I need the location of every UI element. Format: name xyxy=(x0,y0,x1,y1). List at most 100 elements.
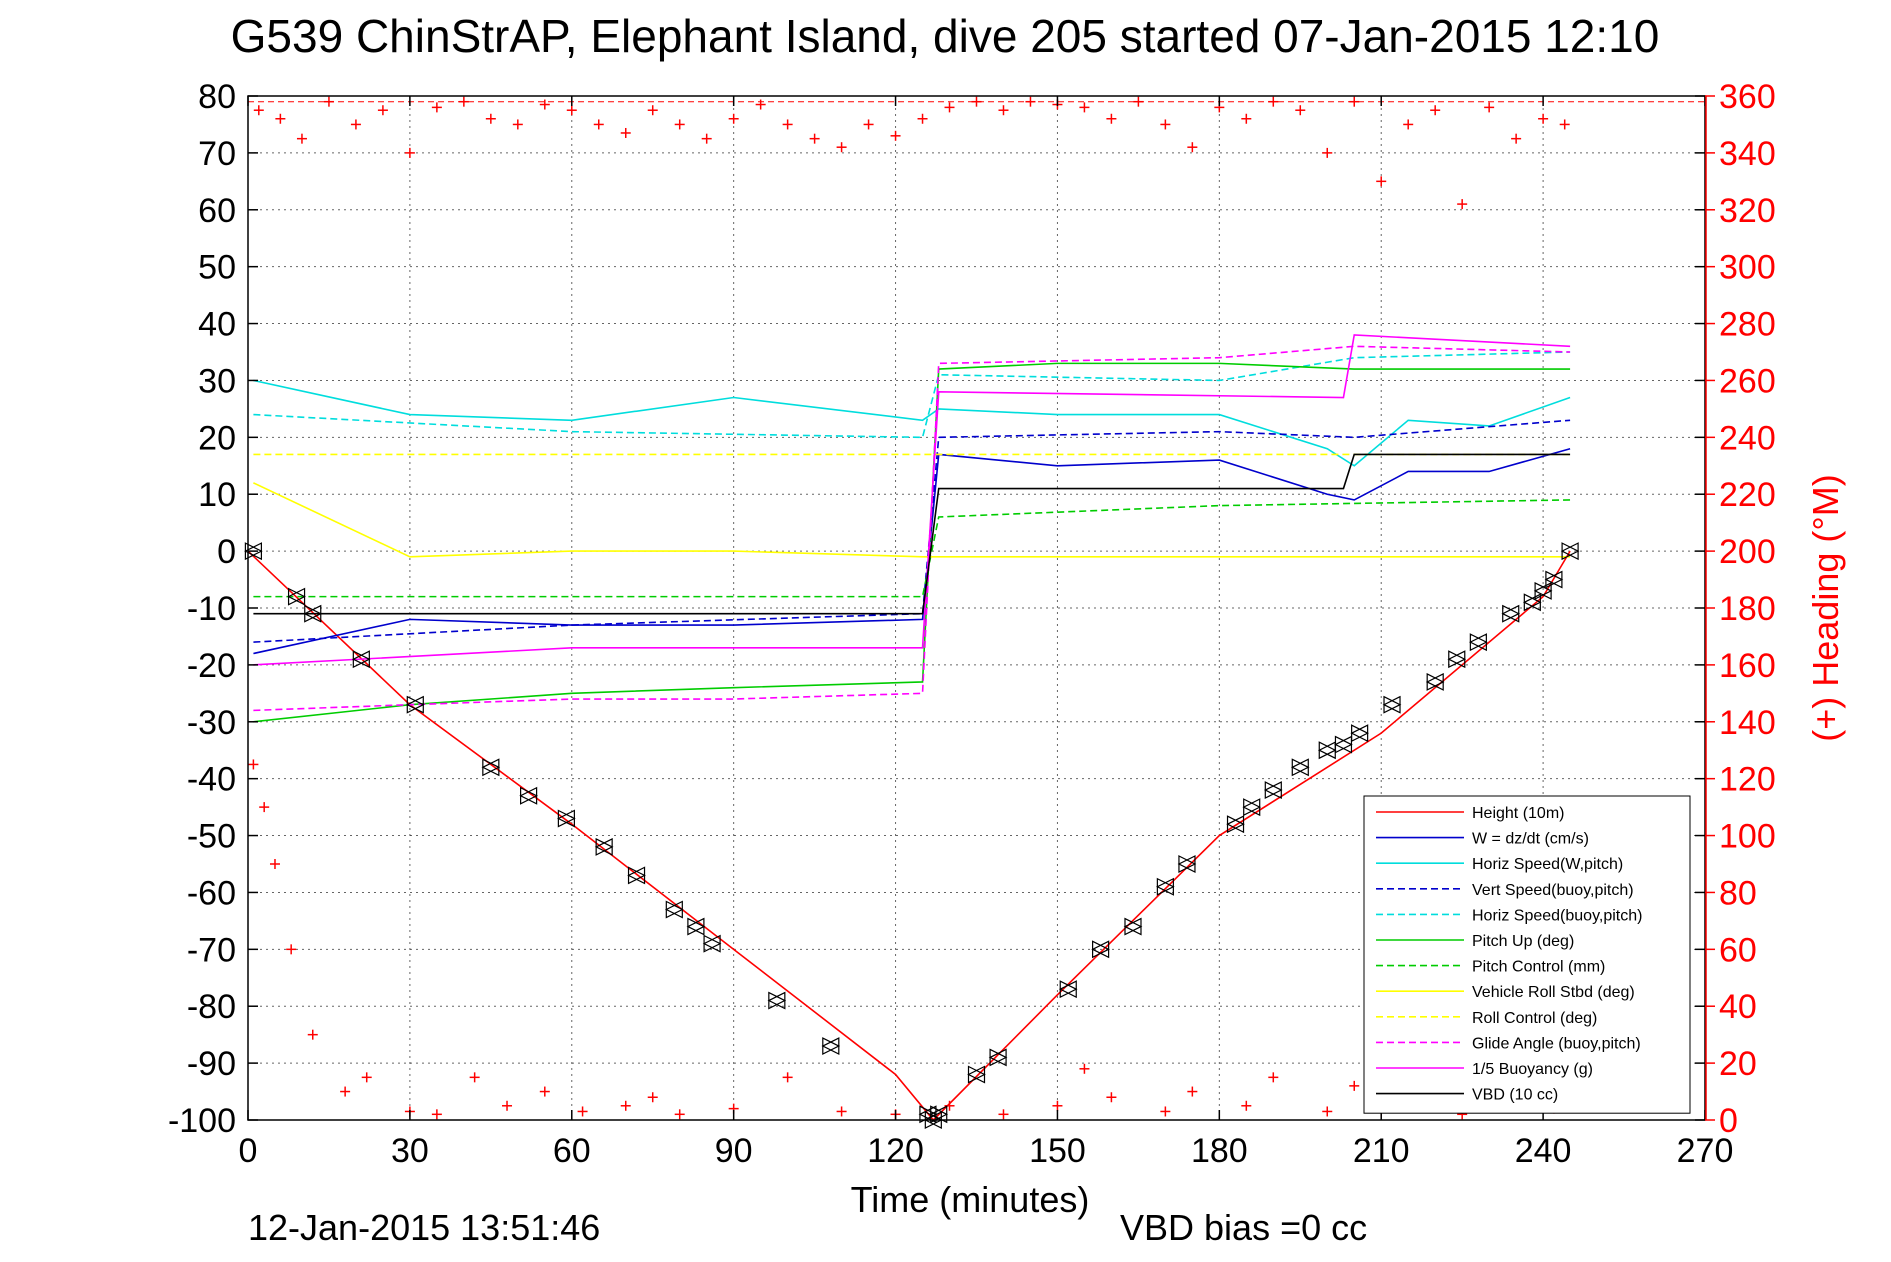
x-axis-label: Time (minutes) xyxy=(851,1179,1090,1220)
x-tick-label: 0 xyxy=(239,1132,258,1170)
legend-label: Vert Speed(buoy,pitch) xyxy=(1472,882,1634,899)
y2-tick-label: 260 xyxy=(1719,362,1776,400)
dive-marker xyxy=(767,991,787,1010)
heading-point xyxy=(1484,102,1495,113)
y-tick-label: -70 xyxy=(187,931,236,969)
legend-label: Pitch Control (mm) xyxy=(1472,959,1605,976)
timestamp-label: 12-Jan-2015 13:51:46 xyxy=(248,1207,600,1248)
y2-tick-label: 120 xyxy=(1719,761,1776,799)
y-tick-label: 50 xyxy=(198,249,236,287)
heading-point xyxy=(485,113,496,124)
y2-tick-label: 40 xyxy=(1719,988,1757,1026)
heading-point xyxy=(286,944,297,955)
series-line xyxy=(253,482,1571,558)
dive-marker xyxy=(627,866,646,885)
y-tick-label: -100 xyxy=(168,1102,236,1140)
heading-point xyxy=(340,1086,351,1097)
y-tick-label: 40 xyxy=(198,306,236,344)
heading-point xyxy=(539,1086,550,1097)
series-layer xyxy=(247,334,1571,1122)
heading-point xyxy=(577,1106,588,1117)
y-tick-label: -10 xyxy=(187,590,236,628)
y2-tick-label: 160 xyxy=(1719,647,1776,685)
dive-marker xyxy=(1382,695,1402,714)
y2-tick-label: 60 xyxy=(1719,931,1757,969)
dive-marker xyxy=(405,695,425,714)
y2-tick-label: 0 xyxy=(1719,1102,1738,1140)
heading-point xyxy=(502,1100,513,1111)
dive-marker xyxy=(594,837,614,856)
x-tick-label: 150 xyxy=(1029,1132,1086,1170)
heading-point xyxy=(259,802,270,813)
heading-point xyxy=(361,1072,372,1083)
heading-point xyxy=(253,105,264,116)
heading-point xyxy=(404,147,415,158)
y-axis-left-ticks: 80 70 60 50 40 30 20 10 0 -10 -20 -30 -40 -50 -60 -70 -8… xyxy=(168,78,258,1140)
heading-point xyxy=(1160,1106,1171,1117)
series-line xyxy=(253,345,1571,712)
dive-marker xyxy=(1533,581,1553,600)
x-tick-label: 210 xyxy=(1353,1132,1410,1170)
heading-point xyxy=(269,859,280,869)
y-tick-label: 70 xyxy=(198,135,236,173)
y-tick-label: -40 xyxy=(187,761,236,799)
x-tick-label: 90 xyxy=(715,1132,753,1170)
y2-tick-label: 300 xyxy=(1719,249,1776,287)
y-tick-label: 0 xyxy=(217,533,236,571)
y2-tick-label: 100 xyxy=(1719,818,1776,856)
dive-marker xyxy=(1242,798,1262,817)
heading-point xyxy=(1241,1100,1252,1111)
heading-point xyxy=(1052,1100,1063,1111)
dive-marker xyxy=(702,934,722,953)
y-tick-label: -20 xyxy=(187,647,236,685)
heading-point xyxy=(1106,113,1117,124)
heading-point xyxy=(1376,176,1387,187)
y2-tick-label: 200 xyxy=(1719,533,1776,571)
x-tick-label: 240 xyxy=(1515,1132,1572,1170)
dive-marker xyxy=(1058,980,1078,999)
heading-point xyxy=(1079,102,1090,113)
y-tick-label: 60 xyxy=(198,192,236,230)
heading-point xyxy=(998,105,1009,116)
dive-marker xyxy=(988,1048,1008,1067)
heading-point xyxy=(1106,1092,1117,1103)
heading-point xyxy=(944,1100,955,1111)
heading-point xyxy=(1322,1106,1333,1117)
y-tick-label: 30 xyxy=(198,362,236,400)
dive-marker xyxy=(1263,781,1283,800)
y2-tick-label: 220 xyxy=(1719,476,1776,514)
y-tick-label: 80 xyxy=(198,78,236,116)
y2-tick-label: 360 xyxy=(1719,78,1776,116)
x-axis-ticks: 0 30 60 90 120 150 180 210 240 270 xyxy=(239,96,1733,1170)
heading-point xyxy=(1268,1072,1279,1083)
series-line xyxy=(253,447,1571,655)
heading-point xyxy=(701,133,712,144)
heading-point xyxy=(377,105,388,116)
dive-marker xyxy=(1544,570,1564,589)
legend-label: Vehicle Roll Stbd (deg) xyxy=(1472,984,1635,1001)
heading-point xyxy=(1160,119,1171,130)
vbd-bias-label: VBD bias =0 cc xyxy=(1120,1207,1367,1248)
heading-point xyxy=(539,99,550,110)
dive-marker xyxy=(1350,724,1369,743)
heading-point xyxy=(809,133,820,144)
y-tick-label: -50 xyxy=(187,818,236,856)
dive-marker xyxy=(1290,758,1310,777)
heading-point xyxy=(1349,1080,1360,1091)
y-tick-label: 20 xyxy=(198,419,236,457)
grid-lines xyxy=(248,96,1705,1120)
y-tick-label: -60 xyxy=(187,874,236,912)
heading-point xyxy=(944,102,955,113)
y-tick-label: -90 xyxy=(187,1045,236,1083)
y2-tick-label: 280 xyxy=(1719,306,1776,344)
heading-point xyxy=(431,102,442,113)
legend-label: Horiz Speed(buoy,pitch) xyxy=(1472,907,1642,924)
x-tick-label: 120 xyxy=(867,1132,924,1170)
dive-marker xyxy=(1334,735,1353,754)
dive-marker xyxy=(1560,542,1580,561)
dive-marker xyxy=(1522,593,1542,612)
dive-marker xyxy=(1091,940,1110,959)
y2-tick-label: 20 xyxy=(1719,1045,1757,1083)
dive-marker xyxy=(664,900,684,919)
